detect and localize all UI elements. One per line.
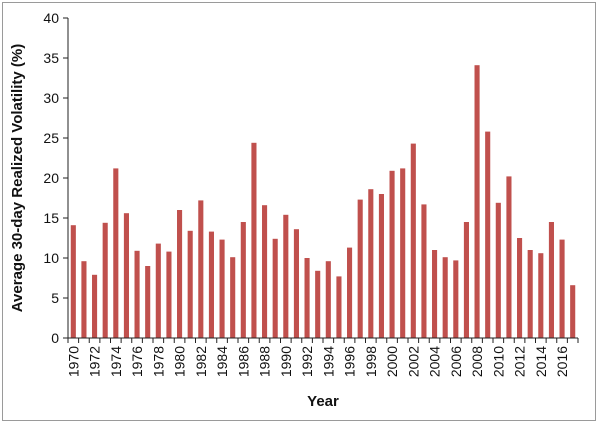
bar-2006 (453, 260, 459, 338)
bar-1996 (347, 247, 353, 338)
bar-2011 (506, 176, 512, 338)
x-tick-label: 1982 (193, 346, 209, 377)
x-tick-label: 1976 (129, 346, 145, 377)
y-tick-label: 15 (43, 210, 59, 226)
bar-2010 (495, 202, 501, 338)
bar-1987 (251, 142, 257, 338)
x-tick-label: 1990 (278, 346, 294, 377)
x-tick-label: 2008 (469, 346, 485, 377)
x-axis-title: Year (307, 393, 339, 410)
bar-1999 (378, 194, 384, 338)
bar-2014 (538, 253, 544, 338)
bar-1980 (177, 210, 183, 338)
bar-1982 (198, 200, 204, 338)
bar-2015 (548, 222, 554, 338)
x-tick-label: 2004 (427, 346, 443, 377)
x-axis-ticks: 1970 1972 1974 1976 1978 1980 1982 1984 1986 1988… (65, 338, 579, 377)
bar-2001 (400, 168, 406, 338)
bar-1978 (155, 243, 161, 338)
bar-1993 (315, 270, 321, 338)
x-tick-label: 2012 (512, 346, 528, 377)
bar-1986 (240, 222, 246, 338)
bar-2004 (432, 250, 438, 338)
bar-1997 (357, 199, 363, 338)
y-tick-label: 30 (43, 90, 59, 106)
y-tick-label: 35 (43, 50, 59, 66)
bar-1990 (283, 214, 289, 338)
x-tick-label: 1972 (87, 346, 103, 377)
bar-2002 (410, 143, 416, 338)
bar-2012 (517, 238, 523, 338)
bar-2008 (474, 65, 480, 338)
x-tick-label: 2016 (554, 346, 570, 377)
bar-1970 (70, 225, 76, 338)
x-tick-label: 1994 (320, 346, 336, 377)
bar-1971 (81, 261, 87, 338)
x-tick-label: 1992 (299, 346, 315, 377)
x-tick-label: 1998 (363, 346, 379, 377)
bar-1983 (208, 231, 214, 338)
x-tick-label: 1978 (150, 346, 166, 377)
bar-1985 (230, 257, 236, 338)
x-tick-label: 2000 (384, 346, 400, 377)
bar-2016 (559, 239, 565, 338)
bar-1975 (123, 213, 129, 338)
x-tick-label: 1970 (65, 346, 81, 377)
y-axis-title: Average 30-day Realized Volatility (%) (9, 44, 26, 312)
y-tick-label: 10 (43, 250, 59, 266)
bar-2000 (389, 170, 395, 338)
x-tick-label: 1988 (257, 346, 273, 377)
bars-group (70, 65, 576, 338)
bar-1994 (325, 261, 331, 338)
bar-2003 (421, 204, 427, 338)
x-tick-label: 1984 (214, 346, 230, 377)
y-axis-ticks: 0 5 10 15 20 25 30 35 40 (43, 10, 68, 346)
x-tick-label: 2002 (405, 346, 421, 377)
bar-1972 (92, 274, 98, 338)
bar-2009 (485, 131, 491, 338)
bar-1977 (145, 266, 151, 338)
bar-1995 (336, 276, 342, 338)
x-tick-label: 1986 (235, 346, 251, 377)
x-tick-label: 1996 (342, 346, 358, 377)
bar-1988 (262, 205, 268, 338)
bar-1989 (272, 238, 278, 338)
bar-1973 (102, 222, 108, 338)
x-tick-label: 1974 (108, 346, 124, 377)
bar-2005 (442, 257, 448, 338)
y-tick-label: 20 (43, 170, 59, 186)
bar-1991 (293, 229, 299, 338)
bar-2007 (463, 222, 469, 338)
bar-2013 (527, 250, 533, 338)
bar-1984 (219, 239, 225, 338)
bar-1992 (304, 258, 310, 338)
bar-1974 (113, 168, 119, 338)
bar-1998 (368, 189, 374, 338)
x-tick-label: 2014 (533, 346, 549, 377)
x-tick-label: 2006 (448, 346, 464, 377)
y-tick-label: 5 (51, 290, 59, 306)
x-tick-label: 2010 (490, 346, 506, 377)
bar-1979 (166, 251, 172, 338)
bar-1976 (134, 250, 140, 338)
bar-1981 (187, 230, 193, 338)
y-tick-label: 0 (51, 330, 59, 346)
y-tick-label: 40 (43, 10, 59, 26)
y-tick-label: 25 (43, 130, 59, 146)
bar-2017 (570, 285, 576, 338)
x-tick-label: 1980 (172, 346, 188, 377)
